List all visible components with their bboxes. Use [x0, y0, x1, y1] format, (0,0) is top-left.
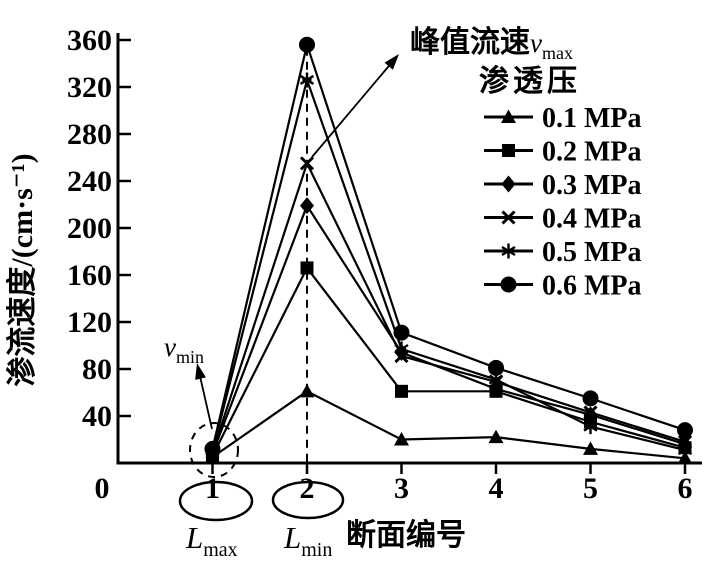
- series-line: [211, 40, 686, 450]
- legend-item-0.1-MPa: 0.1 MPa: [484, 103, 642, 134]
- legend-item-label: 0.6 MPa: [542, 271, 642, 302]
- legend-item-0.6-MPa: 0.6 MPa: [484, 271, 642, 302]
- circled-tick-2-ellipse: [271, 480, 345, 520]
- marker-star: [299, 72, 315, 88]
- legend-item-label: 0.1 MPa: [542, 103, 642, 134]
- y-tick-label: 240: [67, 165, 112, 198]
- annotation-vmax-label: 峰值流速vmax: [410, 26, 573, 63]
- marker-triangle: [583, 441, 598, 455]
- x-tick-label: 6: [678, 472, 693, 505]
- legend-triangle-icon: [501, 109, 516, 123]
- y-tick-label: 360: [67, 24, 112, 57]
- y-tick-label: 280: [67, 118, 112, 151]
- legend-diamond-icon: [501, 175, 516, 193]
- legend-item-label: 0.4 MPa: [542, 204, 642, 235]
- x-tick-label: 4: [489, 472, 504, 505]
- legend-square-icon: [502, 144, 515, 157]
- annotation-lmax-label: Lmax: [185, 520, 238, 561]
- marker-star: [394, 341, 409, 357]
- marker-star: [583, 419, 598, 435]
- vmin-arrow: [195, 363, 213, 430]
- x-axis-title: 断面编号: [346, 518, 466, 552]
- x-tick-label: 3: [394, 472, 409, 505]
- legend-item-label: 0.5 MPa: [542, 237, 642, 268]
- y-tick-label: 320: [67, 71, 112, 104]
- series-line: [211, 390, 686, 460]
- marker-triangle: [299, 383, 315, 398]
- circled-tick-1-ellipse: [178, 480, 254, 522]
- marker-x: [299, 156, 315, 171]
- y-axis-title: 渗流速度/(cm·s⁻¹): [6, 153, 39, 386]
- legend-item-0.5-MPa: 0.5 MPa: [484, 237, 642, 268]
- vmax-arrow-line: [311, 61, 394, 158]
- legend-star-icon: [501, 243, 516, 259]
- marker-square: [395, 384, 408, 398]
- x-tick-label: 0: [95, 472, 110, 505]
- y-tick-label: 80: [82, 353, 112, 386]
- marker-diamond: [300, 197, 314, 215]
- marker-x: [677, 434, 693, 449]
- annotation-lmin-label: Lmin: [283, 520, 332, 561]
- marker-circle: [299, 36, 315, 53]
- legend-item-label: 0.3 MPa: [542, 170, 642, 201]
- legend-item-0.3-MPa: 0.3 MPa: [484, 170, 642, 201]
- x-tick-label: 2: [300, 472, 315, 505]
- marker-triangle: [488, 429, 504, 444]
- y-tick-label: 120: [67, 306, 112, 339]
- legend-item-0.2-MPa: 0.2 MPa: [484, 137, 642, 168]
- marker-square: [300, 261, 314, 275]
- marker-x: [583, 405, 598, 420]
- series-line: [211, 160, 686, 453]
- x-tick-label: 5: [583, 472, 598, 505]
- series-line: [211, 203, 686, 454]
- series-line: [211, 265, 686, 457]
- series-line: [211, 76, 686, 452]
- legend-item-0.4-MPa: 0.4 MPa: [484, 204, 642, 235]
- vmax-arrow-head: [384, 54, 399, 70]
- vmin-dashed-ellipse: [189, 422, 239, 478]
- y-tick-label: 40: [82, 400, 112, 433]
- marker-star: [677, 442, 693, 458]
- marker-circle: [582, 390, 599, 407]
- legend-title: 渗透压: [479, 65, 581, 98]
- marker-star: [488, 372, 504, 388]
- series-0.6-MPa: [204, 36, 693, 457]
- marker-circle: [393, 324, 410, 341]
- legend-item-label: 0.2 MPa: [542, 137, 642, 168]
- y-tick-label: 200: [67, 212, 112, 245]
- y-tick-label: 160: [67, 259, 112, 292]
- marker-triangle: [394, 432, 409, 446]
- vmax-arrow: [311, 54, 399, 158]
- legend-x-icon: [501, 210, 516, 225]
- legend-circle-icon: [500, 276, 517, 293]
- marker-circle: [488, 359, 504, 376]
- marker-circle: [677, 422, 693, 439]
- vmin-arrow-line: [198, 372, 213, 430]
- x-tick-label: 1: [205, 472, 220, 505]
- marker-circle: [204, 440, 221, 457]
- vmin-arrow-head: [195, 363, 206, 380]
- annotation-vmin-label: vmin: [164, 332, 204, 367]
